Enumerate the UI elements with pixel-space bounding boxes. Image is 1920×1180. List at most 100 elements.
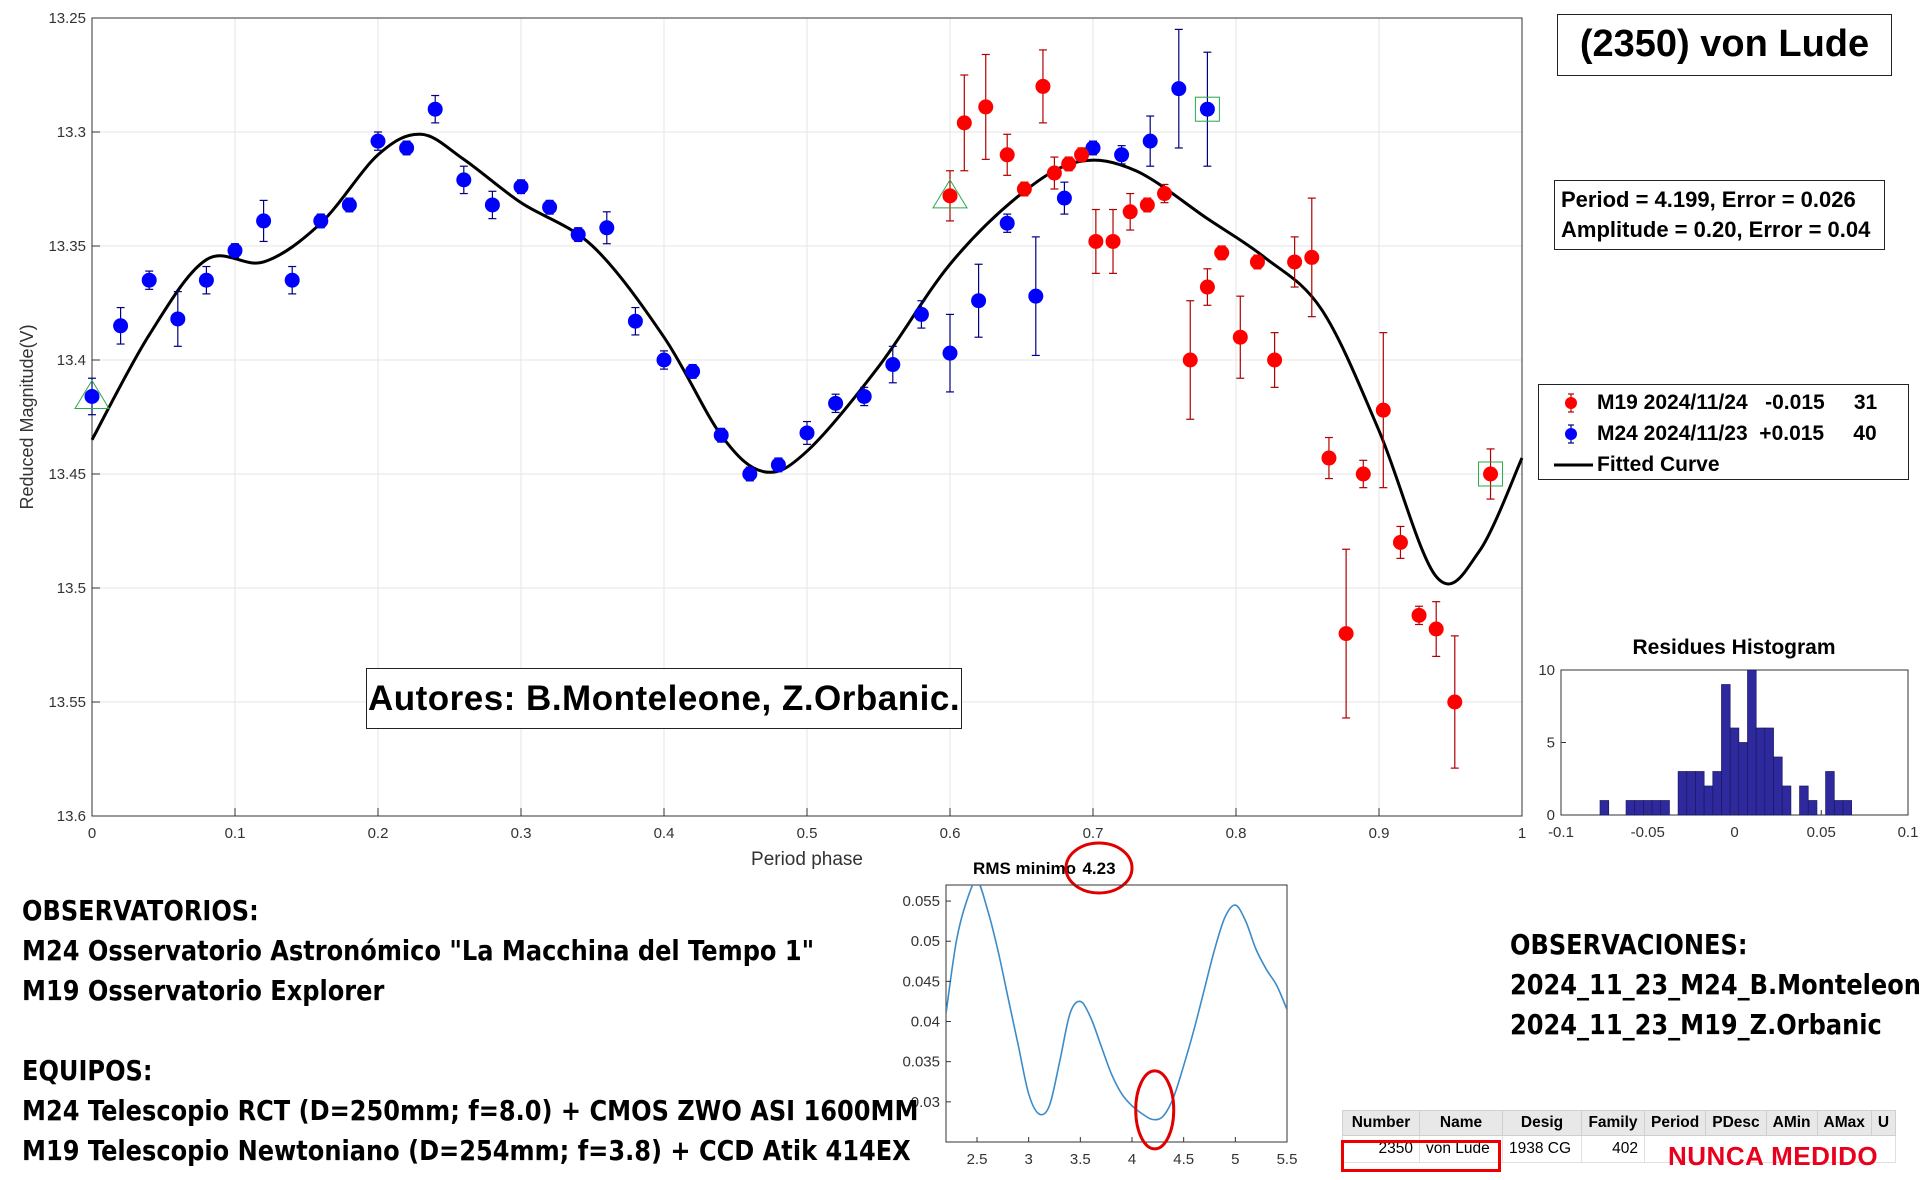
hist-x-tick-label: -0.1 — [1548, 824, 1574, 841]
histogram-bar — [1677, 771, 1688, 816]
rms-y-tick-label: 0.03 — [911, 1094, 940, 1111]
m24-point — [1199, 101, 1215, 117]
equipo-m19: M19 Telescopio Newtoniano (D=254mm; f=3.… — [22, 1134, 911, 1167]
histogram-y-ticks: 0 5 10 — [1538, 662, 1566, 824]
y-tick-label: 13.25 — [48, 10, 86, 27]
square-marker — [1478, 461, 1504, 487]
m24-point — [1056, 190, 1072, 206]
equipos-heading: EQUIPOS: — [22, 1054, 153, 1087]
cell-empty — [1643, 1135, 1897, 1163]
row-highlight — [1341, 1140, 1501, 1172]
m24-point — [656, 352, 672, 368]
observatorios-heading: OBSERVATORIOS: — [22, 894, 259, 927]
rms-chart: RMS minimo 4.23 2.5 3 3.5 4 4.5 5 5.5 0.030.03… — [902, 841, 1297, 1168]
cell-desig: 1938 CG — [1502, 1135, 1582, 1163]
rms-x-tick-label: 3 — [1024, 1151, 1032, 1168]
m19-point — [956, 115, 972, 131]
x-tick-label: 0.4 — [654, 825, 675, 842]
cell-name: von Lude — [1419, 1135, 1503, 1163]
m19-point — [1355, 466, 1371, 482]
x-tick-label: 0.2 — [368, 825, 389, 842]
histogram-bar — [1825, 771, 1835, 816]
m19-point — [1447, 694, 1463, 710]
histogram-bar — [1764, 727, 1774, 816]
amplitude-info: Amplitude = 0.20, Error = 0.04 — [1561, 217, 1871, 242]
light-curve-chart: 0 0.1 0.2 0.3 0.4 0.5 0.6 0.7 0.8 0.9 1 13.2513.31… — [17, 10, 1526, 870]
table-header-row: Number Name Desig Family Period PDesc AM… — [1342, 1110, 1897, 1136]
m24-point — [1114, 147, 1130, 163]
rms-curve-line — [946, 885, 1287, 1121]
x-axis-label: Period phase — [751, 849, 863, 870]
x-tick-label: 0.8 — [1226, 825, 1247, 842]
rms-frame — [945, 884, 1288, 1143]
m19-point — [1199, 279, 1215, 295]
m24-point — [770, 457, 786, 473]
histogram-bar — [1721, 684, 1731, 816]
main-y-ticks: 13.25 13.3 13.35 13.4 13.45 13.5 13.55 13.6 — [48, 10, 100, 825]
m19-point — [1214, 245, 1230, 261]
m19-point — [1267, 352, 1283, 368]
fitted-curve-line — [90, 132, 1524, 586]
m19-point — [1392, 534, 1408, 550]
red-point-marker — [1565, 393, 1577, 413]
histogram-bar — [1747, 669, 1757, 816]
m19-point — [1088, 233, 1104, 249]
authors-text: Autores: B.Monteleone, Z.Orbanic. — [367, 679, 961, 718]
legend-item-m19: M19 2024/11/24 -0.015 31 — [1539, 387, 1908, 417]
never-measured-note: NUNCA MEDIDO — [1668, 1141, 1879, 1171]
data-points — [84, 28, 1499, 769]
rms-minimum-highlight — [1134, 1069, 1176, 1151]
y-tick-label: 13.35 — [48, 238, 86, 255]
observatorio-m24: M24 Osservatorio Astronómico "La Macchin… — [22, 934, 815, 967]
observacion-m19: 2024_11_23_M19_Z.Orbanic — [1510, 1008, 1882, 1041]
x-tick-label: 0.9 — [1369, 825, 1390, 842]
fitted-curve — [90, 132, 1524, 586]
histogram-bar — [1729, 727, 1740, 816]
hist-x-tick-label: 0.1 — [1898, 824, 1919, 841]
m24-point — [942, 345, 958, 361]
marker-shapes — [74, 96, 1504, 487]
m24-point — [456, 172, 472, 188]
m19-point — [1016, 181, 1032, 197]
m24-point — [399, 140, 415, 156]
square-marker — [1194, 96, 1220, 122]
hist-x-tick-label: -0.05 — [1631, 824, 1665, 841]
residues-histogram: Residues Histogram -0.1 -0.05 0 0.05 0.1 0 5 1… — [1538, 636, 1919, 841]
asteroid-title: (2350) von Lude — [1579, 23, 1870, 65]
m19-point — [1287, 254, 1303, 270]
m19-point — [1428, 621, 1444, 637]
histogram-bar — [1807, 800, 1818, 816]
cell-family: 402 — [1581, 1135, 1645, 1163]
m24-point — [885, 357, 901, 373]
histogram-bar — [1755, 727, 1766, 816]
col-period: Period — [1643, 1110, 1707, 1136]
rms-y-tick-label: 0.04 — [911, 1014, 940, 1031]
m24-point — [542, 199, 558, 215]
m24-point — [113, 318, 129, 334]
rms-x-tick-label: 4.5 — [1173, 1151, 1194, 1168]
m24-point — [84, 388, 100, 404]
col-amax: AMax — [1816, 1110, 1872, 1136]
legend-item-m24: M24 2024/11/23 +0.015 40 — [1539, 418, 1908, 448]
triangle-marker — [74, 379, 110, 409]
curve-line-marker — [1554, 463, 1593, 467]
m24-point — [1142, 133, 1158, 149]
m24-point — [627, 313, 643, 329]
m24-point — [913, 306, 929, 322]
lcdb-table: Number Name Desig Family Period PDesc AM… — [1342, 1110, 1897, 1163]
m19-point — [1074, 147, 1090, 163]
m19-point — [978, 99, 994, 115]
col-u: U — [1870, 1110, 1897, 1136]
histogram-bar — [1686, 771, 1696, 816]
observaciones-heading: OBSERVACIONES: — [1510, 928, 1748, 961]
y-tick-label: 13.5 — [57, 580, 86, 597]
hist-x-tick-label: 0.05 — [1807, 824, 1836, 841]
equipo-m24: M24 Telescopio RCT (D=250mm; f=8.0) + CM… — [22, 1094, 919, 1127]
histogram-bar — [1781, 785, 1792, 816]
m24-point — [170, 311, 186, 327]
m24-point — [427, 101, 443, 117]
x-tick-label: 0.1 — [225, 825, 246, 842]
m24-point — [599, 220, 615, 236]
m24-point — [513, 179, 529, 195]
histogram-bar — [1773, 756, 1783, 816]
